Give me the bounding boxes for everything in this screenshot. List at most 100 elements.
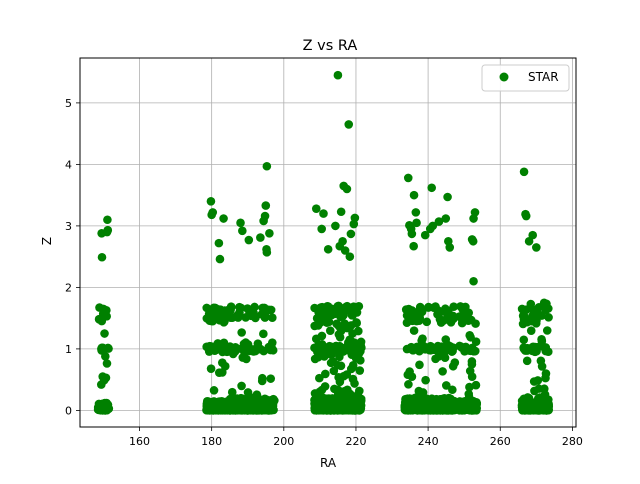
data-point	[409, 326, 419, 335]
data-point	[404, 380, 413, 389]
data-point	[345, 335, 355, 344]
data-point	[311, 204, 321, 213]
data-point	[262, 161, 272, 171]
data-point	[208, 208, 218, 217]
data-point	[336, 207, 346, 217]
y-tick-label: 0	[65, 404, 72, 417]
data-point	[415, 360, 424, 370]
data-point	[519, 335, 529, 345]
data-point	[238, 394, 247, 404]
data-point	[325, 326, 335, 335]
data-point	[348, 362, 358, 372]
data-point	[436, 399, 446, 409]
data-point	[239, 339, 249, 349]
data-point	[262, 248, 272, 257]
data-point	[351, 352, 361, 362]
data-point	[421, 375, 430, 385]
data-point	[340, 319, 349, 329]
data-point	[95, 315, 104, 324]
y-tick-label: 2	[65, 281, 72, 294]
data-point	[346, 342, 355, 352]
points-layer	[93, 70, 554, 415]
data-point	[100, 329, 109, 338]
data-point	[332, 319, 341, 329]
data-point	[439, 315, 449, 325]
data-point	[420, 230, 430, 240]
x-tick-label: 160	[129, 435, 150, 448]
data-point	[334, 373, 343, 382]
x-tick-label: 240	[418, 435, 439, 448]
data-point	[266, 345, 275, 355]
data-point	[313, 342, 323, 352]
data-point	[449, 302, 459, 311]
data-point	[470, 346, 480, 356]
data-point	[405, 367, 414, 376]
data-point	[531, 315, 540, 325]
data-point	[235, 302, 244, 312]
data-point	[340, 246, 350, 255]
ticks-layer: 160 180 200 220 240 260 280 0 1 2 3 4 5	[65, 97, 583, 448]
data-point	[433, 306, 443, 315]
data-point	[464, 392, 474, 402]
data-point	[543, 347, 553, 356]
data-point	[519, 167, 529, 177]
chart-title: Z vs RA	[303, 38, 358, 54]
grid-layer	[80, 58, 576, 427]
data-point	[411, 208, 421, 217]
data-point	[248, 345, 258, 354]
data-point	[467, 357, 477, 366]
data-point	[441, 214, 451, 223]
data-point	[251, 313, 260, 323]
data-point	[518, 319, 528, 329]
data-point	[544, 313, 553, 322]
data-point	[542, 326, 552, 335]
data-point	[528, 230, 538, 240]
data-point	[317, 224, 326, 234]
data-point	[517, 304, 527, 314]
data-point	[521, 211, 531, 221]
x-tick-label: 220	[345, 435, 366, 448]
data-point	[467, 372, 477, 382]
data-point	[327, 350, 336, 360]
data-point	[455, 312, 464, 321]
data-point	[532, 243, 541, 252]
data-point	[214, 401, 224, 411]
data-point	[104, 344, 113, 353]
data-point	[338, 236, 347, 246]
data-point	[99, 304, 108, 314]
data-point	[96, 380, 106, 389]
data-point	[342, 184, 352, 194]
data-point	[206, 364, 216, 373]
data-point	[409, 241, 418, 251]
data-point	[331, 307, 340, 317]
data-point	[333, 385, 343, 395]
data-point	[244, 235, 254, 245]
data-point	[346, 229, 356, 239]
data-point	[97, 252, 107, 262]
data-point	[522, 356, 532, 366]
legend-box	[481, 64, 570, 92]
data-point	[344, 120, 354, 129]
data-point	[260, 211, 270, 221]
data-point	[540, 390, 550, 399]
data-point	[417, 390, 426, 399]
data-point	[444, 405, 454, 415]
data-point	[334, 330, 344, 339]
data-point	[529, 377, 539, 386]
data-point	[206, 196, 216, 206]
data-point	[422, 317, 432, 327]
legend-label-star: STAR	[528, 70, 559, 84]
data-point	[333, 360, 343, 370]
data-point	[416, 405, 426, 415]
data-point	[267, 396, 277, 405]
data-point	[323, 244, 333, 254]
data-point	[441, 335, 451, 344]
data-point	[311, 334, 321, 344]
data-point	[337, 345, 347, 354]
data-point	[322, 318, 332, 327]
data-point	[428, 221, 438, 231]
data-point	[351, 405, 360, 415]
data-point	[230, 403, 240, 413]
data-point	[228, 343, 237, 353]
